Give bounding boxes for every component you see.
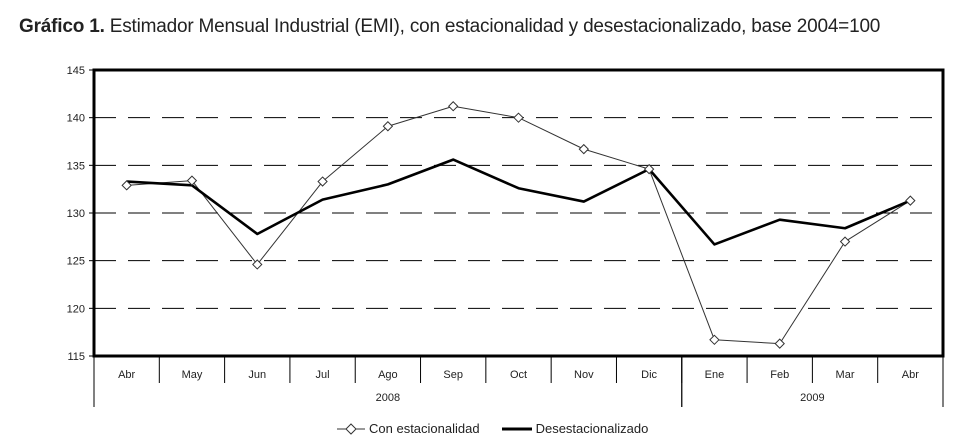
- series-1-point: [839, 236, 851, 247]
- x-category-label: Jun: [248, 369, 266, 381]
- y-tick-label: 130: [67, 208, 85, 220]
- x-category-label: Dic: [641, 369, 657, 381]
- x-category-label: Nov: [574, 369, 594, 381]
- chart-legend: Con estacionalidad Desestacionalizado: [337, 421, 670, 436]
- x-category-label: Abr: [902, 369, 919, 381]
- x-category-label: Ene: [705, 369, 725, 381]
- y-tick-label: 125: [67, 256, 85, 268]
- series-1-point: [317, 176, 328, 187]
- series-1-point: [382, 121, 394, 132]
- x-category-label: Mar: [836, 369, 855, 381]
- legend-label-series-1: Con estacionalidad: [369, 421, 480, 436]
- x-year-label: 2009: [800, 392, 824, 404]
- plot-frame: [92, 68, 945, 358]
- series-1-point: [121, 180, 132, 191]
- x-category-label: Abr: [118, 369, 135, 381]
- chart-title-text: Estimador Mensual Industrial (EMI), con …: [109, 16, 881, 37]
- series-1-point: [709, 334, 720, 346]
- x-category-label: Jul: [316, 369, 330, 381]
- series-1-point: [513, 112, 524, 123]
- x-category-label: Feb: [770, 369, 789, 381]
- series-1-point: [252, 259, 263, 270]
- x-category-label: Oct: [510, 369, 527, 381]
- x-category-label: Ago: [378, 369, 398, 381]
- series-1-point: [186, 175, 198, 186]
- x-category-label: Sep: [443, 369, 463, 381]
- series-1-point: [905, 195, 916, 206]
- y-tick-label: 115: [67, 351, 85, 363]
- legend-item-series-1: Con estacionalidad: [337, 421, 480, 436]
- series-1-point: [578, 143, 590, 155]
- y-tick-label: 140: [67, 113, 85, 125]
- legend-item-series-2: Desestacionalizado: [501, 421, 649, 436]
- legend-label-series-2: Desestacionalizado: [535, 421, 649, 436]
- legend-diamond-line-icon: [337, 422, 365, 435]
- series-1-point: [447, 101, 459, 112]
- series-line-2: [126, 158, 911, 246]
- x-year-label: 2008: [376, 392, 400, 404]
- chart-title: Gráfico 1. Estimador Mensual Industrial …: [19, 14, 880, 40]
- y-tick-label: 135: [67, 160, 85, 172]
- chart-title-prefix: Gráfico 1.: [19, 16, 105, 37]
- series-1-point: [643, 163, 655, 175]
- y-tick-label: 120: [67, 303, 85, 315]
- legend-thick-line-icon: [501, 427, 532, 430]
- y-tick-label: 145: [67, 65, 85, 77]
- series-1-point: [774, 338, 785, 349]
- x-category-label: May: [182, 369, 203, 381]
